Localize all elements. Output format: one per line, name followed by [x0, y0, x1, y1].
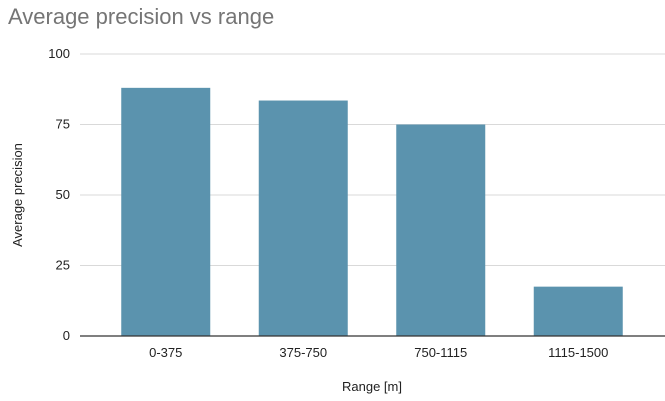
- y-tick-label: 75: [56, 117, 70, 132]
- x-axis-title: Range [m]: [342, 379, 402, 394]
- x-tick-label: 0-375: [149, 345, 182, 360]
- y-axis-title: Average precision: [10, 143, 25, 247]
- x-tick-label: 750-1115: [414, 345, 467, 360]
- y-tick-label: 0: [63, 328, 70, 343]
- x-tick-labels: 0-375 375-750 750-1115 1115-1500: [149, 345, 608, 360]
- bar: [258, 100, 348, 336]
- y-tick-labels: 0 25 50 75 100: [48, 46, 70, 343]
- x-tick-label: 1115-1500: [548, 345, 608, 360]
- y-tick-label: 100: [48, 46, 70, 61]
- bar: [396, 124, 486, 336]
- x-tick-label: 375-750: [279, 345, 327, 360]
- y-tick-label: 25: [56, 258, 70, 273]
- bar: [121, 87, 211, 336]
- chart-title: Average precision vs range: [8, 4, 275, 29]
- y-tick-label: 50: [56, 187, 70, 202]
- bars: [121, 87, 623, 336]
- bar: [533, 286, 623, 336]
